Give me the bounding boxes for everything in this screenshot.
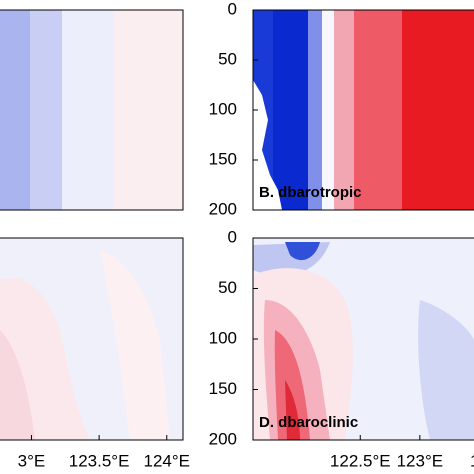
y-tick-label: 0 xyxy=(228,0,237,18)
panel-label: B. dbarotropic xyxy=(259,184,362,201)
panel-c-field xyxy=(0,238,183,440)
y-tick-label: 150 xyxy=(209,379,237,398)
axes: 0 50 100 150 200 B. dbarotropic 3°E 123.5°E 124°… xyxy=(18,0,474,470)
y-tick-label: 50 xyxy=(218,49,237,68)
x-tick-label: 122.5°E xyxy=(330,451,391,470)
x-tick-label: 124°E xyxy=(144,451,191,470)
x-tick-label: 123.5°E xyxy=(69,451,130,470)
panel-d-field xyxy=(253,238,474,440)
y-tick-label: 50 xyxy=(218,278,237,297)
x-tick-label: 3°E xyxy=(18,451,46,470)
panel-b-field xyxy=(253,10,474,210)
panel-label: D. dbaroclinic xyxy=(259,414,358,431)
y-tick-label: 0 xyxy=(228,227,237,246)
x-tick-label: 123°E xyxy=(397,451,444,470)
y-tick-label: 200 xyxy=(209,199,237,218)
y-tick-label: 150 xyxy=(209,149,237,168)
x-tick-label: 12 xyxy=(470,451,474,470)
panel-a-field xyxy=(0,10,183,210)
y-tick-label: 100 xyxy=(209,99,237,118)
y-tick-label: 200 xyxy=(209,429,237,448)
y-tick-label: 100 xyxy=(209,328,237,347)
